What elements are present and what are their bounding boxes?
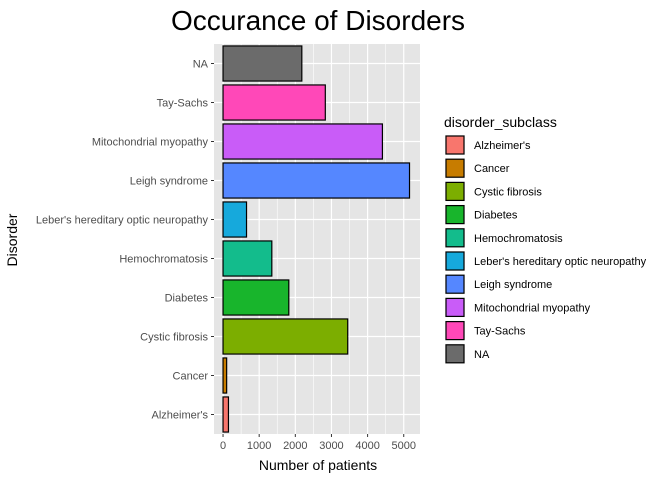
x-tick-label: 4000 xyxy=(355,440,379,452)
legend-label: Leigh syndrome xyxy=(474,279,552,291)
legend-label: Diabetes xyxy=(474,210,518,222)
legend-swatch xyxy=(445,135,465,155)
bar xyxy=(222,123,384,160)
legend-label: Hemochromatosis xyxy=(474,233,563,245)
y-tick-label: NA xyxy=(193,59,209,71)
y-tick-label: Cystic fibrosis xyxy=(140,332,208,344)
legend-swatch xyxy=(445,321,465,341)
bar xyxy=(222,318,349,355)
x-axis-ticks: 0 1000 2000 3000 4000 5000 xyxy=(220,434,416,452)
legend-swatch xyxy=(445,297,465,317)
bar xyxy=(222,84,326,121)
y-tick-label: Alzheimer's xyxy=(151,410,208,422)
legend-swatch xyxy=(445,251,465,271)
legend-swatch xyxy=(445,205,465,225)
bar xyxy=(222,162,411,199)
bars xyxy=(222,45,411,433)
x-axis-title: Number of patients xyxy=(259,457,377,473)
x-tick-label: 2000 xyxy=(283,440,307,452)
legend-label: Leber's hereditary optic neuropathy xyxy=(474,256,647,268)
legend-swatch xyxy=(445,274,465,294)
y-tick-label: Leigh syndrome xyxy=(130,176,208,188)
chart-title: Occurance of Disorders xyxy=(171,5,465,36)
legend-swatch xyxy=(445,181,465,201)
bar xyxy=(222,357,228,394)
legend-label: Cancer xyxy=(474,163,510,175)
legend: Alzheimer's Cancer Cystic fibrosis Diabetes… xyxy=(445,135,647,364)
bar xyxy=(222,279,290,316)
bar xyxy=(222,396,230,433)
legend-swatch xyxy=(445,228,465,248)
bar xyxy=(222,240,273,277)
legend-label: NA xyxy=(474,349,490,361)
legend-label: Alzheimer's xyxy=(474,140,531,152)
y-tick-label: Mitochondrial myopathy xyxy=(92,137,209,149)
y-tick-label: Tay-Sachs xyxy=(157,98,209,110)
y-tick-label: Diabetes xyxy=(165,293,209,305)
y-tick-label: Hemochromatosis xyxy=(119,254,208,266)
y-axis-title: Disorder xyxy=(4,213,20,266)
x-tick-label: 0 xyxy=(220,440,226,452)
legend-label: Tay-Sachs xyxy=(474,326,526,338)
y-tick-label: Cancer xyxy=(173,371,209,383)
legend-title: disorder_subclass xyxy=(444,114,557,130)
y-axis-ticks: Alzheimer's Cancer Cystic fibrosis Diabetes… xyxy=(36,59,214,422)
bar xyxy=(222,201,248,238)
legend-swatch xyxy=(445,158,465,178)
legend-swatch xyxy=(445,344,465,364)
x-tick-label: 3000 xyxy=(319,440,343,452)
legend-label: Cystic fibrosis xyxy=(474,186,542,198)
x-tick-label: 1000 xyxy=(247,440,271,452)
legend-label: Mitochondrial myopathy xyxy=(474,302,591,314)
x-tick-label: 5000 xyxy=(391,440,415,452)
bar xyxy=(222,45,303,82)
y-tick-label: Leber's hereditary optic neuropathy xyxy=(36,215,209,227)
